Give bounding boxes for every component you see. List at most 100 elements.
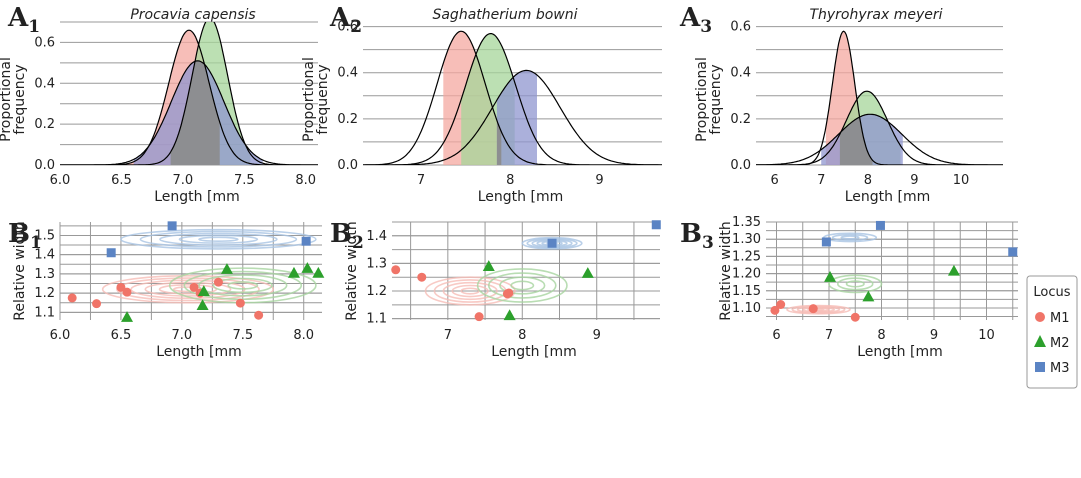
x-tick-label: 7.0: [173, 173, 194, 188]
panel-label-a2: A2: [329, 3, 362, 37]
panel-label-b2: B2: [330, 219, 364, 253]
point-m1: [417, 272, 427, 282]
density-contour-m1: [786, 304, 851, 315]
point-m1: [474, 312, 484, 322]
density-contour-m2: [828, 274, 883, 294]
point-m2: [824, 271, 837, 282]
x-axis-label: Length [mm: [845, 189, 930, 205]
density-curve-m1: [756, 30, 1003, 165]
density-curve-m3: [60, 60, 318, 165]
point-m3: [301, 236, 311, 246]
density-curve-m2: [363, 32, 662, 165]
y-tick-label: 1.35: [732, 215, 761, 230]
y-tick-label: 0.0: [337, 158, 358, 173]
y-axis-label: Relative width: [718, 221, 734, 321]
x-tick-label: 7: [825, 328, 833, 343]
plot-area: [101, 228, 317, 304]
point-m1: [116, 282, 126, 292]
point-m1: [122, 287, 132, 297]
density-overlap: [839, 117, 873, 165]
chart-title: Saghatherium bowni: [432, 7, 577, 23]
point-m2: [301, 262, 314, 273]
point-m2: [482, 260, 495, 271]
y-tick-label: 1.3: [366, 256, 387, 271]
point-m1: [67, 293, 77, 303]
legend-marker-m3: [1035, 362, 1045, 372]
y-tick-label: 0.4: [34, 76, 55, 91]
point-m1: [213, 277, 223, 287]
x-tick-label: 9: [930, 328, 938, 343]
density-overlap: [170, 60, 220, 165]
density-contour-m2: [476, 268, 568, 303]
density-contour-m2: [183, 270, 303, 301]
x-tick-label: 7: [444, 328, 452, 343]
x-axis-label: Length [mm: [491, 344, 576, 360]
x-axis-label: Length [mm: [156, 344, 241, 360]
y-tick-label: 0.0: [730, 158, 751, 173]
point-m1: [391, 265, 401, 275]
point-m1: [776, 300, 786, 310]
y-axis-label: Relative width: [344, 221, 360, 321]
x-tick-label: 8.0: [293, 328, 314, 343]
x-axis-label: Length [mm: [154, 189, 239, 205]
density-contour-m2: [499, 276, 546, 295]
density-contour-m3: [526, 237, 578, 249]
panel-label-b1: B1: [8, 219, 42, 253]
point-m1: [92, 299, 102, 309]
x-tick-label: 9: [910, 173, 918, 188]
density-contour-m2: [487, 272, 557, 299]
y-tick-label: 1.4: [34, 248, 55, 263]
point-m1: [770, 305, 780, 315]
grid: [392, 221, 660, 320]
density-curve-m2: [60, 22, 318, 165]
density-contour-m2: [845, 280, 865, 288]
panel-a3: A3 Thyrohyrax meyeri 6 7 8 9 10 0.0 0.2 0.4 0.6 Len…: [679, 3, 1003, 205]
point-m2: [287, 266, 300, 278]
y-axis-label: Relative width: [12, 221, 28, 321]
point-m3: [821, 237, 831, 247]
y-tick-label: 1.30: [732, 232, 761, 247]
legend-marker-m2: [1034, 335, 1046, 347]
x-tick-label: 8: [518, 328, 526, 343]
density-contour-m2: [212, 277, 273, 294]
point-m2: [862, 290, 875, 302]
point-m1: [235, 298, 245, 308]
x-axis-label: Length [mm: [478, 189, 563, 205]
x-tick-label: 7.0: [172, 328, 193, 343]
point-m2: [196, 299, 209, 311]
chart-title: Procavia capensis: [130, 7, 255, 23]
density-contour-m1: [144, 281, 232, 297]
density-contour-m2: [836, 277, 874, 291]
density-contour-m3: [178, 234, 259, 244]
x-tick-label: 7.5: [234, 173, 255, 188]
density-contour-m1: [101, 275, 275, 304]
density-contour-m2: [510, 280, 535, 291]
x-tick-label: 6: [772, 328, 780, 343]
point-m3: [651, 220, 661, 230]
density-contour-m3: [521, 236, 583, 250]
density-contour-m3: [831, 233, 869, 242]
plot-area: [60, 22, 318, 165]
point-m2: [503, 309, 516, 321]
point-m2: [220, 263, 233, 274]
x-tick-label: 8: [877, 328, 885, 343]
y-tick-label: 1.10: [732, 301, 761, 316]
density-curve-m1: [363, 30, 662, 165]
density-curve-m3: [756, 113, 1003, 165]
point-m1: [189, 282, 199, 292]
y-tick-label: 0.2: [730, 112, 751, 127]
y-tick-label: 0.6: [730, 20, 751, 35]
y-tick-label: 0.6: [337, 20, 358, 35]
x-tick-label: 9: [593, 328, 601, 343]
density-contour-m3: [840, 235, 860, 240]
density-contour-m1: [442, 281, 498, 301]
x-tick-label: 6.0: [50, 328, 71, 343]
y-tick-label: 1.1: [34, 305, 55, 320]
y-tick-label: 0.2: [34, 117, 55, 132]
panel-b3: B3 6 7 8 9 10 1.10 1.15 1.20 1.25 1.30 1.35 Length […: [680, 215, 1018, 360]
x-tick-label: 6: [771, 173, 779, 188]
panel-label-b3: B3: [680, 219, 714, 253]
y-tick-label: 1.25: [732, 249, 761, 264]
density-contour-m3: [139, 230, 298, 248]
